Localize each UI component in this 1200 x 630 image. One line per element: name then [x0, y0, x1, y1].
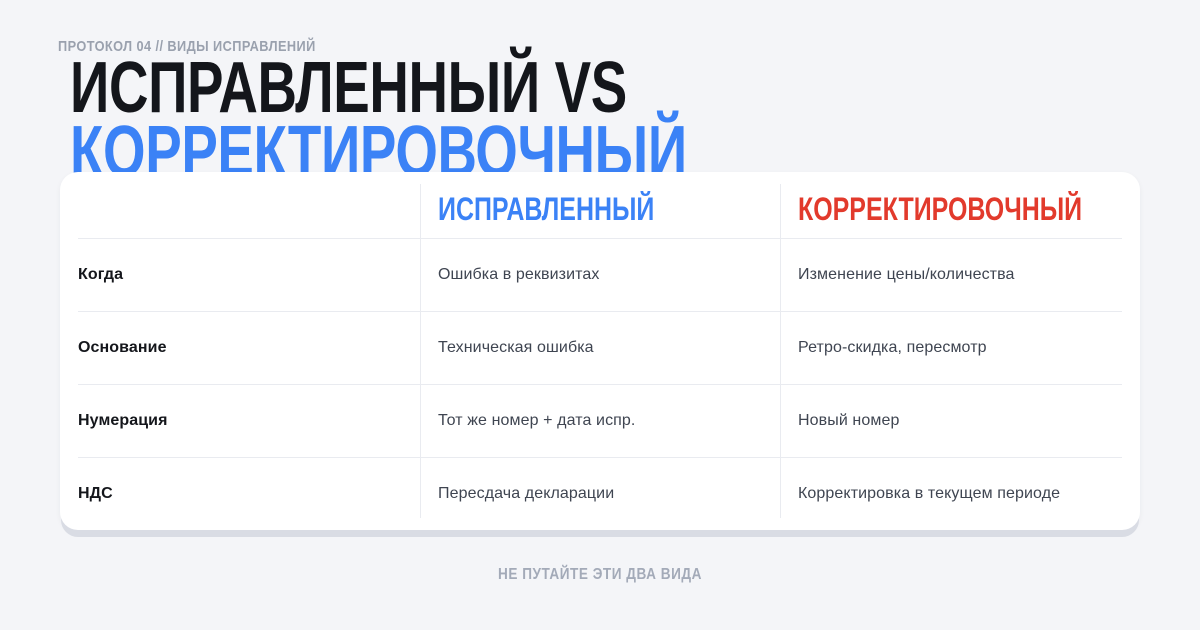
title-text-dark: ИСПРАВЛЕННЫЙ VS	[70, 48, 627, 128]
cell-adjustment: Новый номер	[798, 412, 900, 429]
cell-corrected: Ошибка в реквизитах	[438, 266, 600, 283]
cell-adjustment: Корректировка в текущем периоде	[798, 485, 1061, 502]
row-label: Когда	[78, 266, 124, 283]
row-label: Основание	[78, 339, 167, 356]
cell-adjustment: Изменение цены/количества	[798, 266, 1015, 283]
footer-text: НЕ ПУТАЙТЕ ЭТИ ДВА ВИДА	[498, 566, 702, 583]
column-divider-right	[780, 184, 781, 518]
column-title-adjustment: КОРРЕКТИРОВОЧНЫЙ	[798, 191, 1083, 227]
cell-adjustment: Ретро-скидка, пересмотр	[798, 339, 987, 356]
footer-note: НЕ ПУТАЙТЕ ЭТИ ДВА ВИДА	[0, 566, 1200, 584]
row-label: НДС	[78, 485, 113, 502]
comparison-table: ИСПРАВЛЕННЫЙ КОРРЕКТИРОВОЧНЫЙ Когда Ошиб…	[78, 172, 1122, 530]
column-divider-left	[420, 184, 421, 518]
table-header-row: ИСПРАВЛЕННЫЙ КОРРЕКТИРОВОЧНЫЙ	[78, 172, 1122, 238]
header-cell-corrected: ИСПРАВЛЕННЫЙ	[420, 193, 780, 225]
cell-corrected: Тот же номер + дата испр.	[438, 412, 636, 429]
header-cell-adjustment: КОРРЕКТИРОВОЧНЫЙ	[780, 193, 1122, 225]
table-row: Нумерация Тот же номер + дата испр. Новы…	[78, 384, 1122, 457]
table-row: НДС Пересдача декларации Корректировка в…	[78, 457, 1122, 530]
page-title-line-1: ИСПРАВЛЕННЫЙ VS	[70, 52, 803, 124]
cell-corrected: Пересдача декларации	[438, 485, 615, 502]
cell-corrected: Техническая ошибка	[438, 339, 594, 356]
comparison-card: ИСПРАВЛЕННЫЙ КОРРЕКТИРОВОЧНЫЙ Когда Ошиб…	[60, 172, 1140, 530]
table-row: Когда Ошибка в реквизитах Изменение цены…	[78, 238, 1122, 311]
kicker-label: ПРОТОКОЛ 04 // ВИДЫ ИСПРАВЛЕНИЙ	[58, 38, 361, 55]
table-row: Основание Техническая ошибка Ретро-скидк…	[78, 311, 1122, 384]
row-label: Нумерация	[78, 412, 168, 429]
kicker-text: ПРОТОКОЛ 04 // ВИДЫ ИСПРАВЛЕНИЙ	[58, 38, 316, 55]
column-title-corrected: ИСПРАВЛЕННЫЙ	[438, 191, 655, 227]
